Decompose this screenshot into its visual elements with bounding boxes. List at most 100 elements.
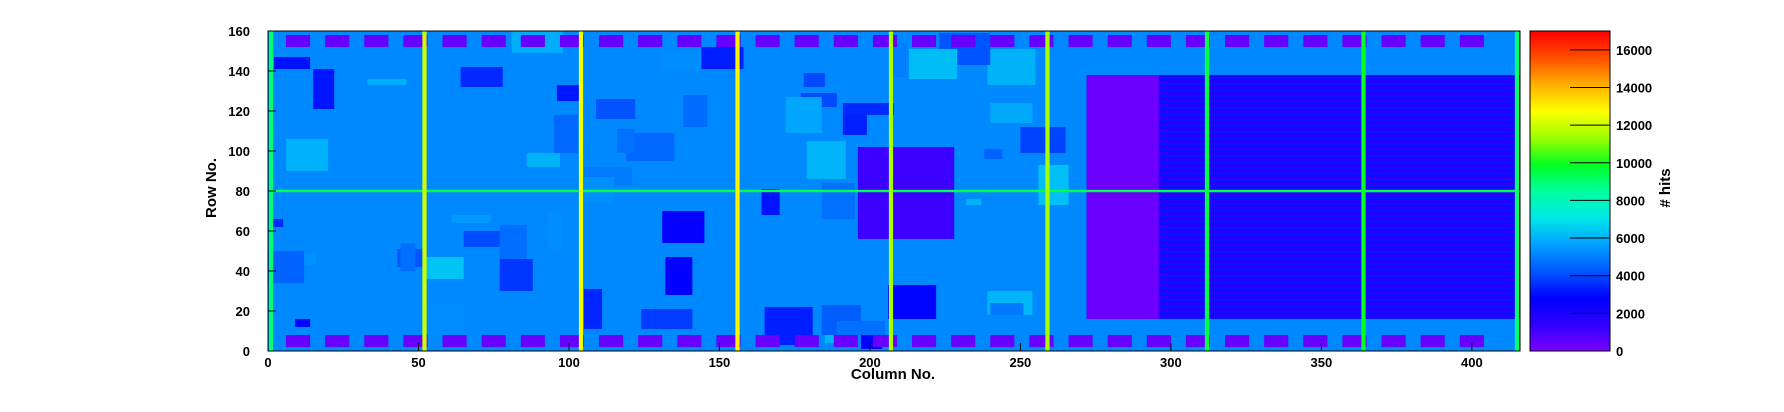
color-scale-band [1530,167,1610,171]
color-scale-band [1530,345,1610,349]
heatmap-cell [400,243,416,271]
heatmap-pad-bottom [325,335,350,347]
heatmap-center-block [857,147,955,239]
color-scale-band [1530,73,1610,77]
color-scale-band [1530,39,1610,43]
heatmap-stripe [1158,221,1517,223]
heatmap-hot-column [888,31,894,351]
heatmap-stripe [1158,305,1517,307]
heatmap-cell [806,141,846,179]
z-tick-label: 4000 [1616,269,1645,284]
heatmap-stripe [1158,287,1517,289]
heatmap-pad-top [990,35,1015,47]
y-tick-label: 140 [228,64,250,79]
y-tick-label: 60 [236,224,250,239]
heatmap-cell [890,43,907,77]
heatmap-pad-bottom [1420,335,1445,347]
heatmap-pad-bottom [951,335,976,347]
color-scale-band [1530,119,1610,123]
heatmap-hot-column [1361,31,1366,351]
color-scale-band [1530,281,1610,285]
heatmap-pad-top [1185,35,1211,47]
heatmap-pad-top [912,35,937,47]
heatmap-cell [966,199,982,205]
color-scale-band [1530,252,1610,256]
x-axis-label: Column No. [851,366,935,383]
color-scale-band [1530,279,1610,283]
heatmap-stripe [1158,197,1517,199]
x-tick-label: 200 [859,355,881,370]
heatmap-pad-bottom [1342,335,1367,347]
color-scale-band [1530,348,1610,352]
color-scale-band [1530,113,1610,117]
z-tick-label: 16000 [1616,43,1652,58]
heatmap-pad-bottom [1459,335,1484,347]
y-tick-label: 100 [228,144,250,159]
heatmap-pad-bottom [1225,335,1250,347]
heatmap-cell [367,79,407,85]
heatmap-pad-top [481,35,506,47]
color-scale-band [1530,289,1610,293]
color-scale-band [1530,180,1610,184]
z-tick-label: 8000 [1616,193,1645,208]
heatmap-cell [990,103,1033,123]
color-scale-band [1530,300,1610,304]
heatmap-cell [887,285,937,319]
color-scale-band [1530,327,1610,331]
heatmap-stripe [1158,275,1517,277]
x-tick-label: 400 [1461,355,1483,370]
heatmap-pad-bottom [1146,335,1171,347]
heatmap-pad-top [1381,35,1406,47]
color-scale-band [1530,268,1610,272]
x-tick-label: 100 [558,355,580,370]
y-tick-label: 80 [236,184,250,199]
heatmap-cell [665,257,693,295]
heatmap-stripe [1158,83,1517,85]
heatmap-pad-bottom [990,335,1015,347]
color-scale-band [1530,228,1610,232]
heatmap-cell [761,189,780,215]
y-tick-label: 160 [228,24,250,39]
heatmap-pad-bottom [559,335,585,347]
heatmap-hot-column [735,31,740,351]
x-tick-label: 150 [709,355,731,370]
color-scale-band [1530,108,1610,112]
heatmap-hot-column [1204,31,1210,351]
color-scale-band [1530,231,1610,235]
color-scale-band [1530,313,1610,317]
heatmap-pad-bottom [1185,335,1211,347]
color-scale-band [1530,295,1610,299]
color-scale-band [1530,321,1610,325]
heatmap-dense-block [1086,75,1159,319]
heatmap-pad-bottom [716,335,741,347]
color-scale-band [1530,156,1610,160]
heatmap-pad-bottom [755,335,780,347]
heatmap-pad-top [755,35,780,47]
color-scale-band [1530,41,1610,45]
heatmap-cell [803,73,825,87]
heatmap-cell [274,57,311,69]
color-scale-band [1530,31,1610,35]
color-scale-band [1530,164,1610,168]
color-scale-band [1530,223,1610,227]
heatmap-pad-bottom [364,335,389,347]
y-tick-label: 40 [236,264,250,279]
heatmap-pad-bottom [638,335,663,347]
axes: 0 50 100 150 200 250 300 350 4000204060801001201… [228,24,1652,370]
color-scale-band [1530,191,1610,195]
color-scale-band [1530,111,1610,115]
color-scale-band [1530,81,1610,85]
heatmap-cell [556,85,581,101]
heatmap-stripe [1158,131,1517,133]
color-scale-band [1530,196,1610,200]
color-scale-band [1530,100,1610,104]
color-scale-band [1530,172,1610,176]
heatmap-hot-row [268,189,1520,193]
heatmap-pad-bottom [677,335,702,347]
heatmap-pad-bottom [1303,335,1328,347]
color-scale-band [1530,159,1610,163]
color-scale-band [1530,63,1610,67]
color-scale-band [1530,124,1610,128]
color-scale-band [1530,324,1610,328]
color-scale-band [1530,132,1610,136]
